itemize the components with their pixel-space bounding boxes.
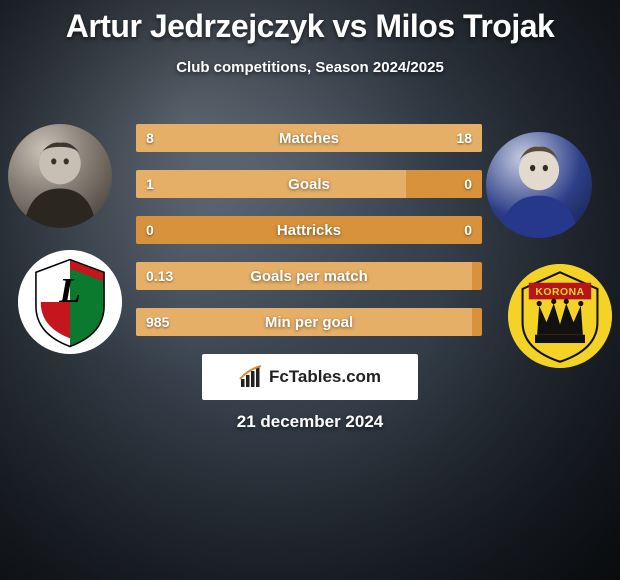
stat-row: 10Goals: [136, 170, 482, 198]
bar-label: Hattricks: [136, 216, 482, 244]
stat-row: 818Matches: [136, 124, 482, 152]
bar-label: Goals per match: [136, 262, 482, 290]
date-text: 21 december 2024: [0, 412, 620, 432]
stat-row: 00Hattricks: [136, 216, 482, 244]
player1-name: Artur Jedrzejczyk: [66, 8, 324, 44]
svg-text:L: L: [58, 270, 81, 310]
bar-label: Goals: [136, 170, 482, 198]
legia-shield-icon: L: [18, 250, 122, 354]
attribution-badge: FcTables.com: [202, 354, 418, 400]
stat-row: 0.13Goals per match: [136, 262, 482, 290]
player2-photo: [486, 132, 592, 238]
bar-chart-icon: [239, 365, 263, 389]
player2-silhouette-icon: [486, 132, 592, 238]
subtitle: Club competitions, Season 2024/2025: [0, 59, 620, 76]
svg-text:KORONA: KORONA: [535, 287, 584, 298]
player1-silhouette-icon: [8, 124, 112, 228]
korona-shield-icon: KORONA: [508, 264, 612, 368]
comparison-card: Artur Jedrzejczyk vs Milos Trojak Club c…: [0, 0, 620, 580]
player1-photo: [8, 124, 112, 228]
page-title: Artur Jedrzejczyk vs Milos Trojak: [0, 0, 620, 45]
bar-label: Matches: [136, 124, 482, 152]
vs-text: vs: [332, 8, 367, 44]
stat-bars: 818Matches 10Goals 00Hattricks 0.13Goals pe…: [136, 124, 482, 354]
player2-name: Milos Trojak: [375, 8, 554, 44]
bar-label: Min per goal: [136, 308, 482, 336]
club1-logo: L: [18, 250, 122, 354]
club2-logo: KORONA: [508, 264, 612, 368]
attribution-text: FcTables.com: [269, 367, 381, 387]
stat-row: 985Min per goal: [136, 308, 482, 336]
